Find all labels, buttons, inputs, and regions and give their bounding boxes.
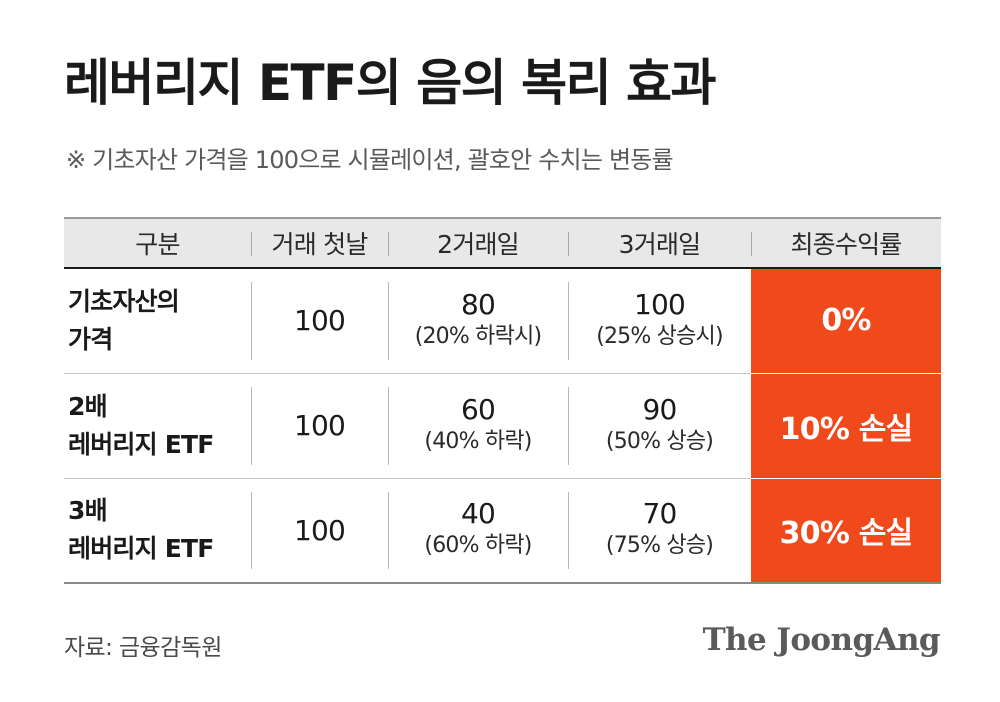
day2-cell: 60 (40% 하락) xyxy=(388,373,568,479)
header-day1: 거래 첫날 xyxy=(251,217,388,269)
final-return: 10% 손실 xyxy=(751,373,941,479)
header-category: 구분 xyxy=(64,217,251,269)
day2-change-note: (20% 하락시) xyxy=(414,323,542,349)
leverage-table: 구분 거래 첫날 2거래일 3거래일 최종수익률 기초자산의 가격 100 80… xyxy=(64,217,941,584)
table-row: 기초자산의 가격 100 80 (20% 하락시) 100 (25% 상승시) … xyxy=(64,268,941,374)
header-day3: 3거래일 xyxy=(568,217,751,269)
row-label-line2: 레버리지 ETF xyxy=(68,534,214,564)
row-label-line2: 레버리지 ETF xyxy=(68,429,214,459)
brand-logo: The JoongAng xyxy=(702,622,941,658)
table-header-row: 구분 거래 첫날 2거래일 3거래일 최종수익률 xyxy=(64,217,941,269)
day3-value: 100 xyxy=(633,287,686,321)
day3-change-note: (75% 상승) xyxy=(605,533,714,559)
day3-value: 70 xyxy=(642,497,677,531)
row-label-line2: 가격 xyxy=(68,324,113,354)
day1-value: 100 xyxy=(251,268,388,374)
day2-value: 80 xyxy=(460,287,496,321)
day2-value: 60 xyxy=(460,392,496,426)
day3-change-note: (50% 상승) xyxy=(605,428,714,454)
row-label: 3배 레버리지 ETF xyxy=(64,478,251,584)
day2-value: 40 xyxy=(460,497,496,531)
day3-value: 90 xyxy=(642,392,677,426)
day2-cell: 80 (20% 하락시) xyxy=(388,268,568,374)
row-label-line1: 2배 xyxy=(68,391,108,421)
day1-value: 100 xyxy=(251,373,388,479)
table-row: 3배 레버리지 ETF 100 40 (60% 하락) 70 (75% 상승) … xyxy=(64,478,941,584)
source-credit: 자료: 금융감독원 xyxy=(64,635,222,661)
day2-change-note: (60% 하락) xyxy=(424,533,532,559)
day3-change-note: (25% 상승시) xyxy=(596,323,723,349)
day3-cell: 100 (25% 상승시) xyxy=(568,268,751,374)
row-label: 기초자산의 가격 xyxy=(64,268,251,374)
final-return: 30% 손실 xyxy=(751,478,941,584)
table-row: 2배 레버리지 ETF 100 60 (40% 하락) 90 (50% 상승) … xyxy=(64,373,941,479)
day3-cell: 70 (75% 상승) xyxy=(568,478,751,584)
row-label: 2배 레버리지 ETF xyxy=(64,373,251,479)
final-return: 0% xyxy=(751,268,941,374)
day2-change-note: (40% 하락) xyxy=(424,428,532,454)
day1-value: 100 xyxy=(251,478,388,584)
day2-cell: 40 (60% 하락) xyxy=(388,478,568,584)
day3-cell: 90 (50% 상승) xyxy=(568,373,751,479)
page-title: 레버리지 ETF의 음의 복리 효과 xyxy=(64,54,717,112)
header-day2: 2거래일 xyxy=(388,217,568,269)
header-final-return: 최종수익률 xyxy=(751,217,941,269)
subtitle-note: ※ 기초자산 가격을 100으로 시뮬레이션, 괄호안 수치는 변동률 xyxy=(66,146,674,174)
row-label-line1: 3배 xyxy=(68,496,108,526)
row-label-line1: 기초자산의 xyxy=(68,286,180,316)
